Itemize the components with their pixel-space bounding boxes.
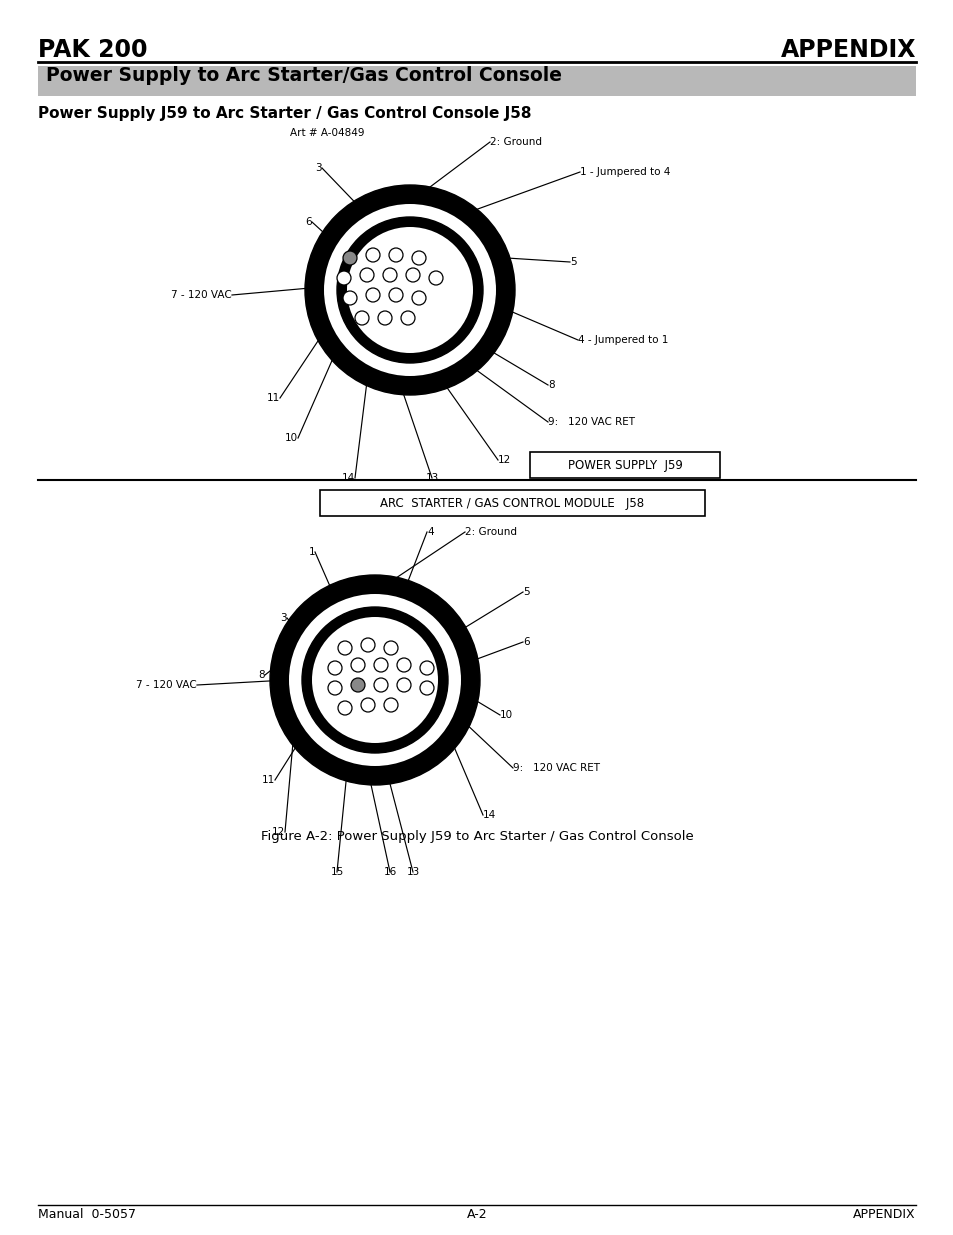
Text: 6: 6 [522, 637, 529, 647]
Text: 3: 3 [315, 163, 322, 173]
Circle shape [328, 661, 341, 676]
Text: 13: 13 [425, 473, 438, 483]
Circle shape [343, 291, 356, 305]
Circle shape [400, 311, 415, 325]
Text: APPENDIX: APPENDIX [853, 1209, 915, 1221]
Circle shape [312, 618, 437, 743]
Circle shape [412, 251, 426, 266]
Text: 14: 14 [482, 810, 496, 820]
Text: 10: 10 [499, 710, 513, 720]
Text: Figure A-2: Power Supply J59 to Arc Starter / Gas Control Console: Figure A-2: Power Supply J59 to Arc Star… [260, 830, 693, 844]
Text: 6: 6 [305, 217, 312, 227]
Text: 14: 14 [341, 473, 355, 483]
Circle shape [419, 680, 434, 695]
Bar [319, 490, 704, 516]
Text: ARC  STARTER / GAS CONTROL MODULE   J58: ARC STARTER / GAS CONTROL MODULE J58 [380, 496, 644, 510]
Text: 13: 13 [406, 867, 419, 877]
Circle shape [412, 291, 426, 305]
Circle shape [374, 658, 388, 672]
Text: 9:   120 VAC RET: 9: 120 VAC RET [547, 417, 635, 427]
Text: 7 - 120 VAC: 7 - 120 VAC [172, 290, 232, 300]
Text: 15: 15 [330, 867, 343, 877]
Text: 12: 12 [272, 827, 285, 837]
Text: 1: 1 [308, 547, 314, 557]
Text: 12: 12 [497, 454, 511, 466]
Circle shape [389, 248, 402, 262]
Text: APPENDIX: APPENDIX [780, 38, 915, 62]
Circle shape [336, 270, 351, 285]
Circle shape [343, 251, 356, 266]
Text: POWER SUPPLY  J59: POWER SUPPLY J59 [567, 458, 681, 472]
Text: 4: 4 [427, 527, 434, 537]
Circle shape [355, 311, 369, 325]
Text: 5: 5 [522, 587, 529, 597]
Text: 2: Ground: 2: Ground [490, 137, 541, 147]
Circle shape [270, 576, 479, 785]
Circle shape [374, 678, 388, 692]
Circle shape [347, 227, 473, 353]
Circle shape [289, 594, 460, 766]
Text: A-2: A-2 [466, 1209, 487, 1221]
Text: Power Supply to Arc Starter/Gas Control Console: Power Supply to Arc Starter/Gas Control … [46, 65, 561, 85]
Circle shape [384, 641, 397, 655]
Text: 11: 11 [267, 393, 280, 403]
Circle shape [328, 680, 341, 695]
Text: 11: 11 [261, 776, 274, 785]
Circle shape [336, 217, 482, 363]
Text: Manual  0-5057: Manual 0-5057 [38, 1209, 136, 1221]
Circle shape [359, 268, 374, 282]
Text: Art # A-04849: Art # A-04849 [290, 128, 364, 138]
Circle shape [429, 270, 442, 285]
Circle shape [351, 678, 365, 692]
Circle shape [377, 311, 392, 325]
Circle shape [324, 204, 496, 375]
Text: 8: 8 [547, 380, 554, 390]
Circle shape [384, 698, 397, 713]
Circle shape [337, 641, 352, 655]
Circle shape [396, 658, 411, 672]
Text: 5: 5 [569, 257, 576, 267]
Text: 7 - 120 VAC: 7 - 120 VAC [136, 680, 196, 690]
Bar [38, 65, 915, 96]
Circle shape [389, 288, 402, 303]
Text: 3: 3 [280, 613, 287, 622]
Circle shape [396, 678, 411, 692]
Circle shape [360, 638, 375, 652]
Text: Power Supply J59 to Arc Starter / Gas Control Console J58: Power Supply J59 to Arc Starter / Gas Co… [38, 106, 531, 121]
Bar [530, 452, 720, 478]
Circle shape [351, 658, 365, 672]
Text: 2: Ground: 2: Ground [464, 527, 517, 537]
Circle shape [360, 698, 375, 713]
Circle shape [382, 268, 396, 282]
Circle shape [305, 185, 515, 395]
Circle shape [419, 661, 434, 676]
Circle shape [337, 701, 352, 715]
Circle shape [366, 248, 379, 262]
Text: 4 - Jumpered to 1: 4 - Jumpered to 1 [578, 335, 668, 345]
Text: 9:   120 VAC RET: 9: 120 VAC RET [513, 763, 599, 773]
Text: 1 - Jumpered to 4: 1 - Jumpered to 4 [579, 167, 670, 177]
Text: PAK 200: PAK 200 [38, 38, 148, 62]
Circle shape [366, 288, 379, 303]
Circle shape [406, 268, 419, 282]
Text: 16: 16 [383, 867, 396, 877]
Text: 8: 8 [258, 671, 265, 680]
Circle shape [302, 606, 448, 753]
Text: 10: 10 [285, 433, 297, 443]
